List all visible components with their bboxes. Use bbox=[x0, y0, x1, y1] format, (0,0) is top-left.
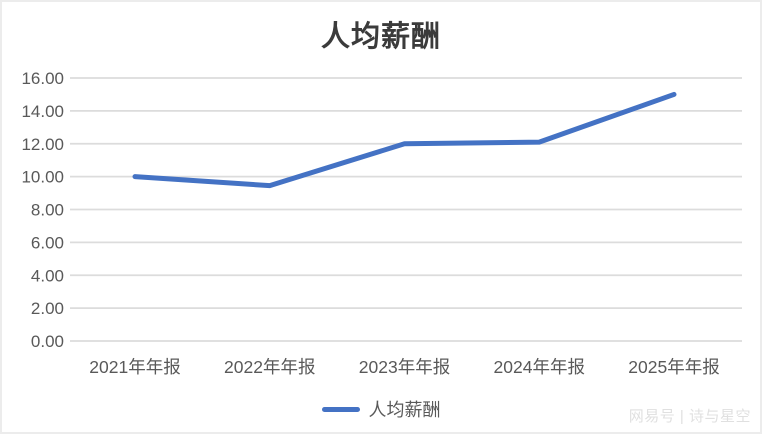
x-axis-tick-label: 2023年年报 bbox=[359, 357, 450, 377]
y-axis-tick-label: 2.00 bbox=[31, 299, 64, 318]
y-axis-tick-label: 14.00 bbox=[21, 102, 64, 121]
x-axis-tick-label: 2024年年报 bbox=[494, 357, 585, 377]
chart-title: 人均薪酬 bbox=[320, 21, 441, 53]
y-axis-tick-label: 16.00 bbox=[21, 69, 64, 88]
legend: 人均薪酬 bbox=[2, 397, 760, 421]
x-axis-tick-label: 2025年年报 bbox=[628, 357, 719, 377]
x-axis-tick-label: 2021年年报 bbox=[89, 357, 180, 377]
x-axis-tick-label: 2022年年报 bbox=[224, 357, 315, 377]
y-axis-tick-label: 10.00 bbox=[21, 168, 64, 187]
y-axis-tick-label: 12.00 bbox=[21, 135, 64, 154]
legend-line-marker bbox=[321, 406, 360, 412]
watermark: 网易号 | 诗与星空 bbox=[628, 408, 751, 425]
y-axis-tick-label: 6.00 bbox=[31, 233, 64, 252]
series-line bbox=[132, 91, 677, 189]
legend-series-label: 人均薪酬 bbox=[368, 400, 441, 420]
y-axis-tick-label: 8.00 bbox=[31, 201, 64, 220]
y-axis-tick-label: 0.00 bbox=[31, 332, 64, 351]
y-axis-tick-label: 4.00 bbox=[31, 266, 64, 285]
